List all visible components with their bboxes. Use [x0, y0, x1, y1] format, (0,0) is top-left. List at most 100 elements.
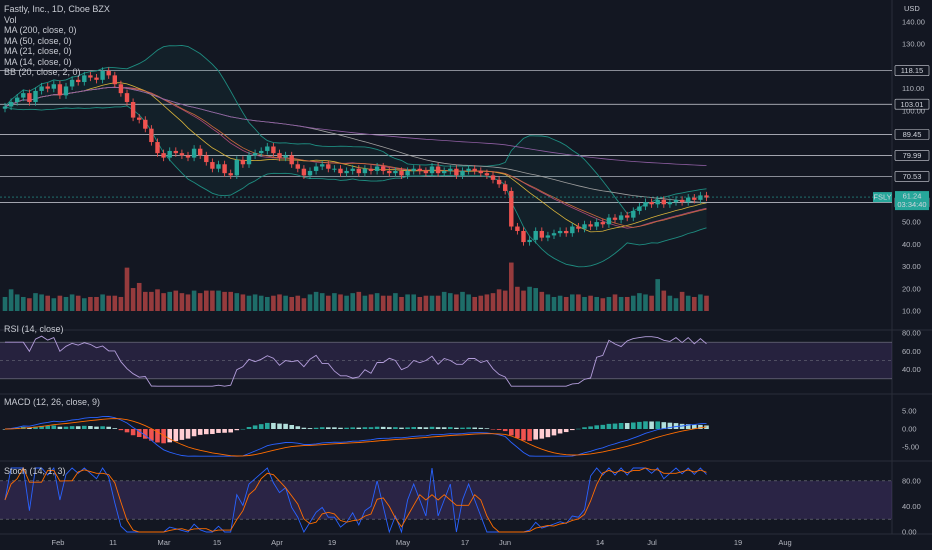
- volume-bar: [252, 294, 258, 311]
- macd-histogram-bar: [130, 429, 136, 436]
- rsi-tick: 60.00: [902, 347, 921, 356]
- candle-body: [332, 168, 337, 170]
- level-label-box: [894, 129, 930, 140]
- last-price-label: 61.24: [903, 192, 922, 201]
- volume-bar: [143, 291, 148, 311]
- volume-bar: [460, 291, 465, 311]
- candle-body: [667, 202, 673, 205]
- volume-bar: [704, 295, 709, 311]
- volume-bar: [673, 298, 679, 311]
- macd-histogram-bar: [265, 422, 270, 429]
- level-label-box: [894, 171, 930, 182]
- volume-bar: [326, 295, 331, 311]
- macd-histogram-bar: [393, 427, 398, 429]
- volume-bar: [484, 294, 490, 311]
- candle-body: [521, 230, 526, 243]
- level-label: 118.15: [901, 66, 923, 75]
- macd-histogram-bar: [618, 422, 624, 429]
- candle-body: [124, 93, 130, 103]
- macd-histogram-bar: [502, 429, 508, 432]
- macd-histogram-bar: [112, 428, 118, 429]
- macd-histogram-bar: [173, 429, 179, 442]
- candle-body: [417, 168, 422, 171]
- volume-bar: [606, 296, 612, 311]
- macd-histogram-bar: [380, 426, 386, 429]
- candle-body: [588, 224, 593, 227]
- macd-histogram-bar: [405, 427, 410, 429]
- macd-histogram-bar: [344, 427, 349, 429]
- volume-bar: [301, 298, 307, 311]
- macd-histogram-bar: [252, 425, 258, 429]
- candle-body: [173, 150, 178, 154]
- volume-bar: [271, 295, 276, 311]
- macd-histogram-bar: [326, 427, 331, 429]
- macd-histogram-bar: [277, 423, 282, 429]
- time-tick: Jul: [647, 538, 657, 547]
- macd-histogram-bar: [33, 426, 38, 429]
- candle-body: [277, 153, 282, 158]
- candle-body: [45, 86, 50, 89]
- macd-histogram-bar: [88, 426, 93, 429]
- volume-bar: [210, 290, 215, 311]
- macd-histogram-bar: [435, 427, 441, 429]
- time-tick: 19: [734, 538, 742, 547]
- candle-body: [356, 168, 361, 174]
- candle-body: [374, 166, 380, 171]
- rsi-tick: 40.00: [902, 365, 921, 374]
- volume-bar: [502, 290, 508, 311]
- volume-bar: [124, 267, 130, 311]
- macd-histogram-bar: [692, 424, 697, 429]
- volume-bar: [191, 290, 197, 311]
- signal-line: [4, 418, 707, 457]
- macd-histogram-bar: [454, 427, 459, 429]
- last-price-box: [895, 191, 929, 211]
- macd-histogram-bar: [484, 428, 490, 429]
- chart-title: Fastly, Inc., 1D, Cboe BZX: [4, 4, 110, 14]
- macd-histogram-bar: [545, 429, 551, 438]
- candle-body: [76, 79, 81, 83]
- volume-bar: [551, 296, 557, 311]
- legend-ma50: MA (50, close, 0): [4, 35, 72, 46]
- macd-histogram-bar: [673, 423, 679, 429]
- macd-histogram-bar: [441, 427, 447, 429]
- volume-bar: [667, 295, 673, 311]
- volume-bar: [435, 295, 441, 311]
- time-tick: May: [396, 538, 410, 547]
- volume-bar: [246, 295, 252, 311]
- volume-bar: [149, 291, 154, 311]
- volume-bar: [521, 290, 526, 311]
- volume-bar: [472, 296, 477, 311]
- macd-histogram-bar: [234, 429, 240, 431]
- macd-tick: 5.00: [902, 406, 917, 415]
- volume-bar: [228, 291, 233, 311]
- volume-bar: [240, 294, 246, 311]
- volume-bar: [478, 295, 484, 311]
- macd-histogram-bar: [2, 429, 8, 430]
- candle-body: [606, 217, 612, 225]
- candle-body: [679, 199, 685, 203]
- macd-histogram-bar: [362, 427, 368, 429]
- price-tick: 130.00: [902, 40, 925, 49]
- price-tick: 30.00: [902, 262, 921, 271]
- macd-histogram-bar: [161, 429, 166, 444]
- volume-bar: [570, 294, 575, 311]
- macd-histogram-bar: [368, 427, 374, 429]
- candle-body: [637, 206, 642, 211]
- macd-title: MACD (12, 26, close, 9): [4, 397, 101, 407]
- candle-body: [576, 226, 581, 229]
- macd-histogram-bar: [338, 427, 343, 429]
- candle-body: [405, 170, 410, 176]
- macd-histogram-bar: [185, 429, 191, 439]
- volume-bar: [167, 291, 172, 311]
- candle-body: [307, 170, 313, 176]
- volume-bar: [441, 291, 447, 311]
- candle-body: [252, 153, 258, 156]
- stoch-tick: 80.00: [902, 476, 921, 485]
- volume-bar: [51, 298, 57, 311]
- candle-body: [143, 119, 148, 129]
- candle-body: [295, 164, 300, 169]
- candle-body: [673, 199, 679, 203]
- macd-histogram-bar: [63, 426, 69, 429]
- macd-histogram-bar: [240, 428, 246, 430]
